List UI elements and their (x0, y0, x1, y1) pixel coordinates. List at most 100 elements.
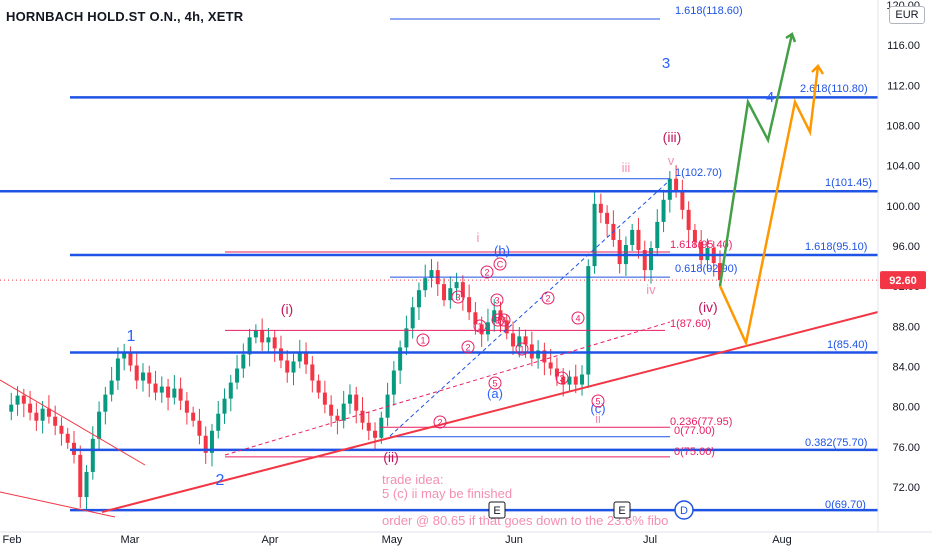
candle-body (523, 336, 528, 345)
circle-number-text: 5 (492, 379, 497, 389)
y-tick-label: 108.00 (886, 121, 920, 133)
currency-selector[interactable]: EUR (889, 6, 925, 24)
candle-body (241, 354, 246, 369)
candle-body (561, 376, 566, 385)
fib-blue-label: 1.618(95.10) (805, 241, 867, 253)
circle-letter-text: C (497, 260, 504, 270)
wave-label-blue: 2 (216, 472, 225, 489)
candle-body (21, 395, 26, 404)
candle-body (429, 270, 434, 279)
circle-number-badge (541, 291, 555, 305)
fib-red-label: 0(77.00) (674, 425, 715, 437)
circle-number-text: 1 (477, 322, 482, 332)
candle-body (649, 248, 654, 271)
wave-label-blue: 4 (766, 89, 774, 106)
candle-body (203, 435, 208, 453)
x-tick-label: Feb (3, 534, 22, 546)
candle-body (297, 353, 302, 362)
candle-body (642, 250, 647, 271)
wave-label-pink: i (477, 230, 480, 245)
current-price-badge (880, 271, 926, 290)
candle-body (285, 360, 290, 373)
candle-body (197, 420, 202, 436)
candle-body (147, 372, 152, 384)
candle-body (53, 416, 58, 426)
candle-body (473, 312, 478, 325)
projection-green-arrowhead (785, 32, 797, 43)
candle-body (630, 229, 635, 245)
wave-label-blue: (c) (590, 401, 605, 416)
circle-number-badge (473, 319, 487, 333)
x-tick-label: Aug (772, 534, 792, 546)
channel-dashed-line (224, 321, 671, 456)
wave-label-red: (ii) (383, 449, 399, 465)
drawing-overlays: 1.618(118.60) 2.618(110.80) 1(102.70) 1(101… (0, 5, 879, 528)
candle-body (322, 392, 327, 405)
wave-label-red: (i) (281, 301, 293, 317)
channel-dashed-line (389, 179, 671, 437)
trade-idea-line-1: 5 (c) ii may be finished (382, 486, 512, 501)
candle-body (511, 333, 516, 347)
resistance-trendline (0, 379, 146, 466)
candle-body (153, 383, 158, 393)
fib-blue-label: 0(69.70) (825, 499, 866, 511)
y-tick-label: 104.00 (886, 161, 920, 173)
candle-body (260, 330, 265, 343)
circle-number-text: 4 (575, 314, 580, 324)
candle-body (335, 415, 340, 421)
candle-body (316, 380, 321, 393)
candle-body (166, 386, 171, 398)
candle-body (184, 400, 189, 413)
candle-body (109, 380, 114, 395)
fib-blue-label: 0.382(75.70) (805, 437, 867, 449)
circle-number-badge (416, 333, 430, 347)
candle-body (517, 336, 522, 347)
candle-body (216, 413, 221, 431)
wave-label-pink: v (668, 153, 675, 168)
fib-red-label: 1.618(95.40) (670, 239, 732, 251)
y-tick-label: 72.00 (892, 482, 920, 494)
circle-number-text: 1 (420, 336, 425, 346)
candle-body (272, 337, 277, 349)
candle-body (674, 178, 679, 191)
circle-number-text: 2 (484, 268, 489, 278)
circle-number-badge (497, 313, 511, 327)
candle-body (467, 297, 472, 313)
fib-red-label: 1(87.60) (670, 318, 711, 330)
candle-body (667, 178, 672, 200)
candle-body (592, 203, 597, 267)
candle-body (347, 394, 352, 404)
candle-body (329, 404, 334, 416)
candle-body (159, 386, 164, 393)
wave-label-pink: iv (646, 282, 656, 297)
candle-body (410, 307, 415, 329)
candle-body (692, 229, 697, 242)
fib-blue-label: 2.618(110.80) (800, 83, 868, 95)
dividend-marker[interactable] (674, 500, 694, 520)
projection-orange-arrowhead (811, 64, 825, 75)
candle-body (423, 278, 428, 291)
candle-body (191, 412, 196, 421)
earnings-marker[interactable] (613, 501, 631, 519)
y-tick-label: 84.00 (892, 362, 920, 374)
candle-body (65, 433, 70, 443)
circle-number-badge (591, 394, 605, 408)
candle-body (304, 353, 309, 365)
circle-number-text: 2 (465, 343, 470, 353)
circle-number-text: 3 (494, 296, 499, 306)
projection-orange-path (718, 65, 820, 348)
candle-body (542, 350, 547, 363)
candle-body (28, 403, 33, 413)
circle-number-badge (571, 311, 585, 325)
candle-body (235, 368, 240, 383)
x-tick-label: Apr (261, 534, 278, 546)
candle-body (90, 438, 95, 472)
candle-body (573, 376, 578, 385)
earnings-marker[interactable] (488, 501, 506, 519)
x-tick-label: Jul (643, 534, 657, 546)
fib-blue-label: 1.618(118.60) (675, 5, 743, 17)
candle-body (247, 337, 252, 355)
candle-body (580, 374, 585, 385)
candle-body (404, 328, 409, 348)
